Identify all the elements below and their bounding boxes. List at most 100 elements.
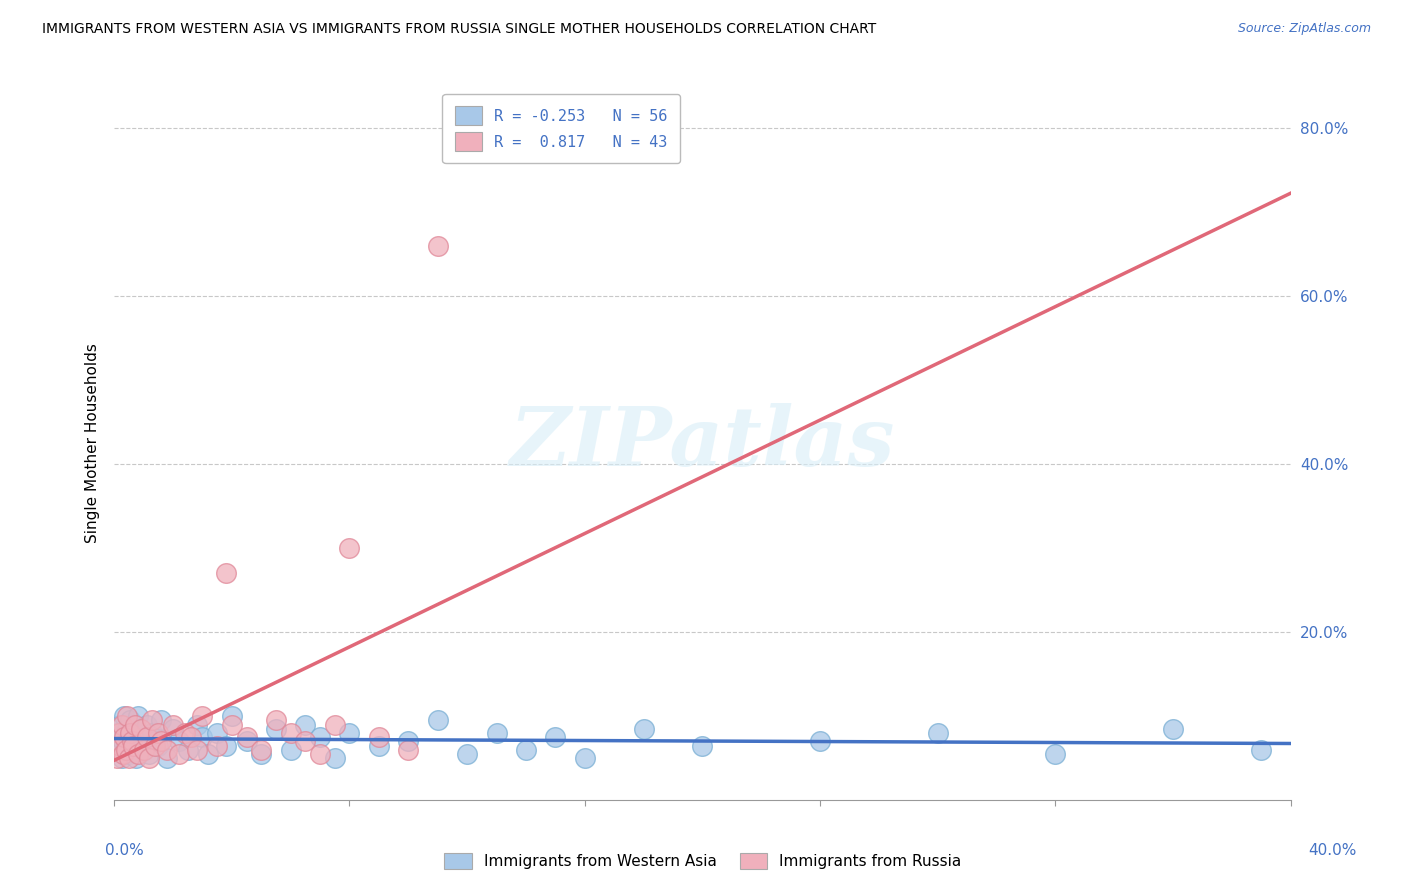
- Point: [122, 742, 145, 756]
- Point: [145, 734, 167, 748]
- Point: [138, 747, 160, 761]
- Point: [367, 730, 389, 744]
- Text: 0.0%: 0.0%: [105, 843, 145, 858]
- Point: [111, 734, 134, 748]
- Point: [167, 734, 190, 748]
- Point: [162, 722, 184, 736]
- Point: [323, 751, 346, 765]
- Point: [124, 717, 146, 731]
- Point: [129, 730, 152, 744]
- Point: [111, 747, 134, 761]
- Point: [107, 742, 129, 756]
- Point: [808, 734, 831, 748]
- Point: [114, 709, 136, 723]
- Legend: Immigrants from Western Asia, Immigrants from Russia: Immigrants from Western Asia, Immigrants…: [439, 847, 967, 875]
- Point: [633, 722, 655, 736]
- Point: [117, 722, 139, 736]
- Point: [1250, 742, 1272, 756]
- Point: [115, 742, 138, 756]
- Point: [110, 717, 132, 731]
- Point: [221, 717, 243, 731]
- Point: [124, 726, 146, 740]
- Point: [107, 726, 129, 740]
- Point: [323, 717, 346, 731]
- Point: [692, 739, 714, 753]
- Point: [294, 734, 316, 748]
- Point: [132, 742, 155, 756]
- Point: [105, 726, 128, 740]
- Point: [121, 734, 143, 748]
- Text: Source: ZipAtlas.com: Source: ZipAtlas.com: [1237, 22, 1371, 36]
- Point: [197, 747, 219, 761]
- Point: [235, 734, 257, 748]
- Legend: R = -0.253   N = 56, R =  0.817   N = 43: R = -0.253 N = 56, R = 0.817 N = 43: [443, 94, 681, 163]
- Y-axis label: Single Mother Households: Single Mother Households: [86, 343, 100, 543]
- Point: [127, 747, 149, 761]
- Point: [138, 751, 160, 765]
- Point: [145, 739, 167, 753]
- Point: [485, 726, 508, 740]
- Point: [135, 730, 157, 744]
- Point: [125, 751, 148, 765]
- Text: IMMIGRANTS FROM WESTERN ASIA VS IMMIGRANTS FROM RUSSIA SINGLE MOTHER HOUSEHOLDS : IMMIGRANTS FROM WESTERN ASIA VS IMMIGRAN…: [42, 22, 876, 37]
- Point: [205, 726, 228, 740]
- Point: [114, 730, 136, 744]
- Point: [1161, 722, 1184, 736]
- Point: [280, 742, 302, 756]
- Point: [544, 730, 567, 744]
- Point: [264, 714, 287, 728]
- Point: [186, 717, 208, 731]
- Point: [396, 734, 419, 748]
- Point: [120, 726, 142, 740]
- Point: [191, 709, 214, 723]
- Point: [456, 747, 478, 761]
- Point: [221, 709, 243, 723]
- Point: [173, 726, 195, 740]
- Point: [574, 751, 596, 765]
- Point: [515, 742, 537, 756]
- Point: [156, 742, 179, 756]
- Point: [180, 730, 202, 744]
- Point: [108, 739, 131, 753]
- Point: [150, 734, 173, 748]
- Point: [927, 726, 949, 740]
- Point: [148, 739, 170, 753]
- Point: [235, 730, 257, 744]
- Point: [127, 709, 149, 723]
- Point: [167, 747, 190, 761]
- Point: [309, 747, 332, 761]
- Point: [156, 751, 179, 765]
- Point: [367, 739, 389, 753]
- Point: [191, 730, 214, 744]
- Point: [118, 751, 141, 765]
- Point: [250, 742, 273, 756]
- Text: ZIPatlas: ZIPatlas: [509, 403, 896, 483]
- Point: [309, 730, 332, 744]
- Point: [129, 722, 152, 736]
- Point: [117, 709, 139, 723]
- Point: [339, 541, 361, 556]
- Point: [135, 717, 157, 731]
- Point: [162, 717, 184, 731]
- Point: [121, 734, 143, 748]
- Point: [118, 747, 141, 761]
- Text: 40.0%: 40.0%: [1309, 843, 1357, 858]
- Point: [426, 714, 449, 728]
- Point: [205, 739, 228, 753]
- Point: [105, 751, 128, 765]
- Point: [339, 726, 361, 740]
- Point: [396, 742, 419, 756]
- Point: [250, 747, 273, 761]
- Point: [122, 739, 145, 753]
- Point: [141, 714, 163, 728]
- Point: [132, 742, 155, 756]
- Point: [280, 726, 302, 740]
- Point: [1045, 747, 1067, 761]
- Point: [294, 717, 316, 731]
- Point: [264, 722, 287, 736]
- Point: [148, 726, 170, 740]
- Point: [186, 742, 208, 756]
- Point: [215, 566, 238, 581]
- Point: [120, 714, 142, 728]
- Point: [177, 742, 200, 756]
